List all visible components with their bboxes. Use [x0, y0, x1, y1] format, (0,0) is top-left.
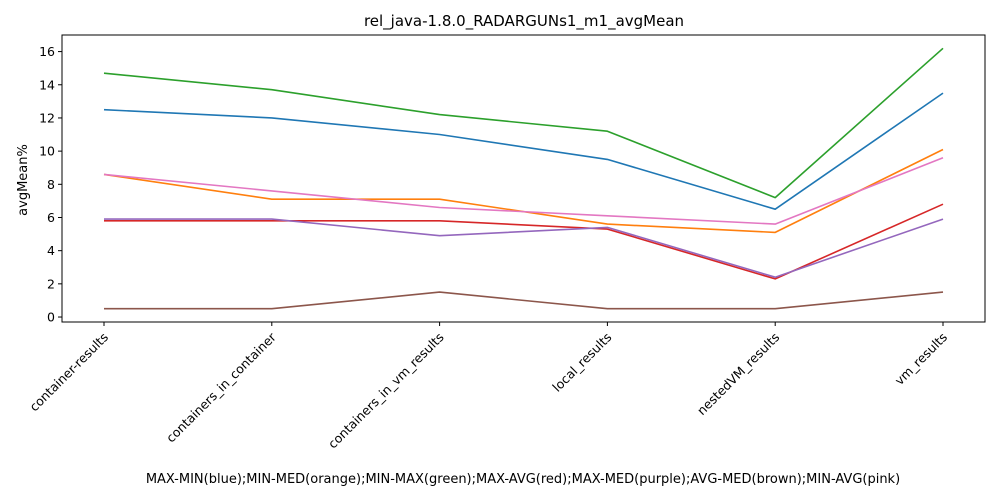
x-axis-title: MAX-MIN(blue);MIN-MED(orange);MIN-MAX(gr…: [146, 472, 900, 487]
x-tick-label: containers_in_container: [163, 329, 279, 445]
plot-frame: [61, 34, 986, 323]
series-line-5: [104, 218, 944, 279]
series-line-2: [103, 148, 944, 234]
series-line-6: [104, 291, 944, 310]
y-tick-label: 16: [39, 44, 55, 59]
y-tick-label: 4: [47, 243, 55, 258]
x-tick-label: container-results: [26, 330, 111, 415]
x-tick-label: containers_in_vm_results: [325, 330, 447, 452]
plot-area: 0 2 4 6 8 10 12 14 16 container-results containers…: [26, 34, 986, 452]
y-tick-label: 2: [47, 276, 55, 291]
x-tick-label: local_results: [549, 330, 614, 395]
chart-title: rel_java-1.8.0_RADARGUNs1_m1_avgMean: [364, 12, 684, 31]
y-tick-label: 8: [47, 177, 55, 192]
series-line-4: [104, 203, 944, 280]
y-tick-label: 0: [47, 310, 55, 325]
series-line-3: [103, 47, 944, 199]
y-axis-title: avgMean%: [16, 144, 31, 216]
y-tick-label: 14: [39, 77, 55, 92]
y-tick-label: 12: [39, 110, 55, 125]
y-tick-label: 6: [47, 210, 55, 225]
x-tick-label: nestedVM_results: [694, 330, 782, 418]
y-tick-label: 10: [39, 144, 55, 159]
x-tick-label: vm_results: [892, 330, 950, 388]
series-line-1: [103, 92, 944, 210]
series-line-7: [103, 157, 944, 225]
